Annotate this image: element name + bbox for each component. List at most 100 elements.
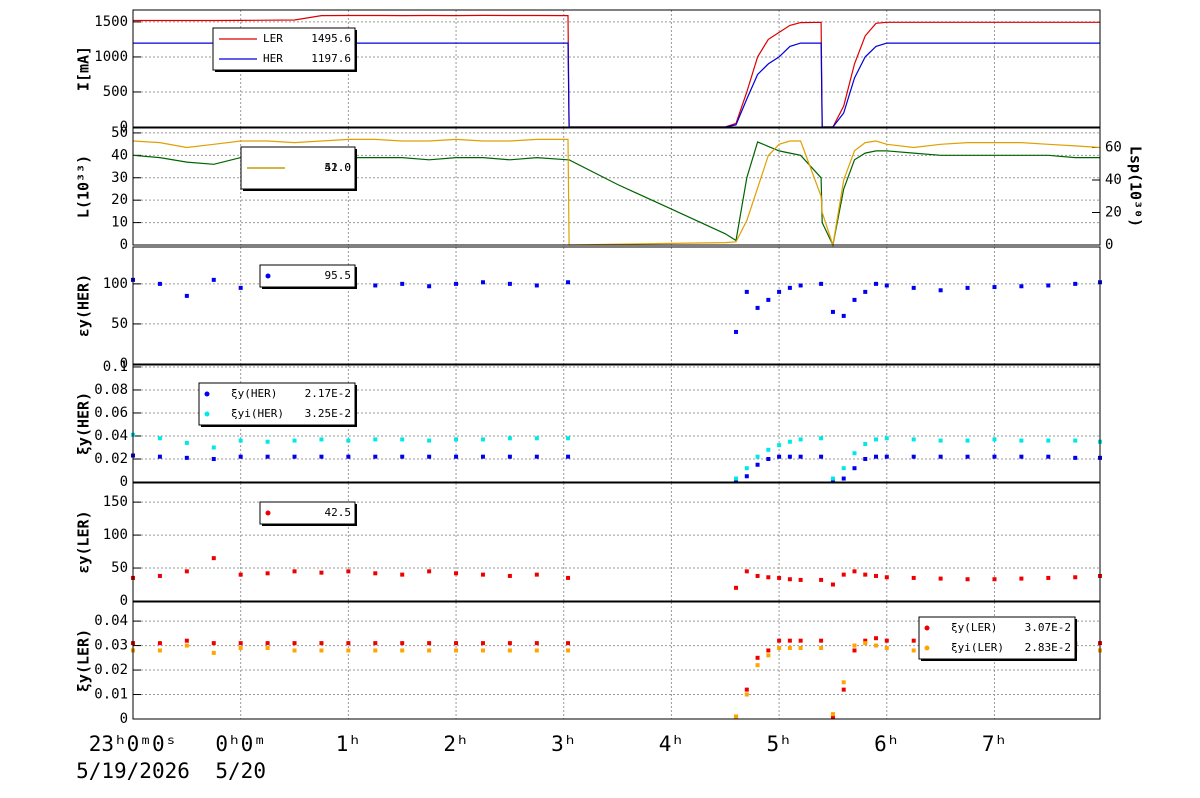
y-axis-label: I[mA] (75, 46, 93, 91)
data-point (1073, 575, 1078, 580)
y2-tick-label: 40 (1105, 172, 1122, 188)
data-point (798, 437, 803, 442)
data-point (427, 438, 432, 443)
data-point (841, 313, 846, 318)
data-point (798, 638, 803, 643)
data-point (507, 454, 512, 459)
data-point (454, 281, 459, 286)
data-point (400, 281, 405, 286)
data-point (427, 284, 432, 289)
data-point (346, 454, 351, 459)
data-point (938, 288, 943, 293)
data-point (157, 641, 162, 646)
data-point (777, 454, 782, 459)
y-tick-label: 0.1 (103, 359, 128, 375)
data-point (265, 439, 270, 444)
data-point (1073, 438, 1078, 443)
data-point (863, 442, 868, 447)
x-tick-label: 2ʰ (443, 732, 468, 756)
data-point (863, 456, 868, 461)
panel-frame (132, 9, 1101, 128)
data-point (863, 289, 868, 294)
data-point (965, 438, 970, 443)
y-tick-label: 0.03 (94, 638, 128, 654)
data-point (992, 454, 997, 459)
data-point (319, 570, 324, 575)
y-tick-label: 50 (111, 125, 128, 141)
data-point (1046, 283, 1051, 288)
data-point (1019, 576, 1024, 581)
data-point (777, 289, 782, 294)
data-point (1019, 438, 1024, 443)
data-point (292, 569, 297, 574)
data-point (534, 648, 539, 653)
data-point (566, 575, 571, 580)
y-tick-label: 0.02 (94, 662, 128, 678)
data-point (211, 641, 216, 646)
data-point (292, 438, 297, 443)
data-point (534, 641, 539, 646)
y2-axis-label: Lsp(10³⁰) (1127, 146, 1145, 227)
data-point (400, 454, 405, 459)
y-axis-label: L(10³³) (75, 155, 93, 218)
data-point (480, 572, 485, 577)
data-point (400, 572, 405, 577)
data-point (874, 281, 879, 286)
y2-tick-label: 0 (1105, 237, 1113, 253)
data-point (507, 648, 512, 653)
data-point (755, 305, 760, 310)
data-point (319, 641, 324, 646)
data-point (480, 280, 485, 285)
panel-frame (132, 246, 1101, 365)
data-point (346, 438, 351, 443)
data-point (265, 571, 270, 576)
data-point (211, 456, 216, 461)
data-point (265, 646, 270, 651)
panel-frame (132, 601, 1101, 720)
x-tick-label: 23ʰ0ᵐ0ˢ (89, 732, 178, 756)
data-point (744, 569, 749, 574)
data-point (766, 575, 771, 580)
y-axis-label: ξy(HER) (75, 392, 93, 455)
y2-tick-label: 60 (1105, 140, 1122, 156)
data-point (427, 648, 432, 653)
data-point (787, 454, 792, 459)
legend-value: 3.25E-2 (305, 407, 351, 420)
legend-value: 1495.6 (311, 32, 351, 45)
y-axis-label: εy(LER) (75, 510, 93, 573)
data-point (911, 638, 916, 643)
data-point (819, 577, 824, 582)
data-point (787, 439, 792, 444)
data-point (480, 641, 485, 646)
data-point (965, 454, 970, 459)
data-point (744, 466, 749, 471)
data-point (157, 436, 162, 441)
legend-value: 2.83E-2 (1025, 641, 1071, 654)
data-point (211, 556, 216, 561)
data-point (292, 454, 297, 459)
data-point (798, 454, 803, 459)
y-tick-label: 0 (120, 356, 128, 372)
data-point (819, 638, 824, 643)
data-point (852, 569, 857, 574)
data-point (830, 478, 835, 483)
x-tick-label: 3ʰ (551, 732, 576, 756)
y-tick-label: 0.08 (94, 382, 128, 398)
data-point (373, 454, 378, 459)
data-point (852, 643, 857, 648)
data-point (874, 643, 879, 648)
legend-box (198, 382, 356, 426)
y2-tick-label: 20 (1105, 205, 1122, 221)
data-point (755, 573, 760, 578)
data-point (507, 641, 512, 646)
data-point (1019, 454, 1024, 459)
data-point (1046, 575, 1051, 580)
data-point (766, 297, 771, 302)
data-point (184, 440, 189, 445)
data-point (777, 638, 782, 643)
legend-value: 2.17E-2 (305, 387, 351, 400)
data-point (346, 648, 351, 653)
data-point (157, 281, 162, 286)
data-point (400, 648, 405, 653)
